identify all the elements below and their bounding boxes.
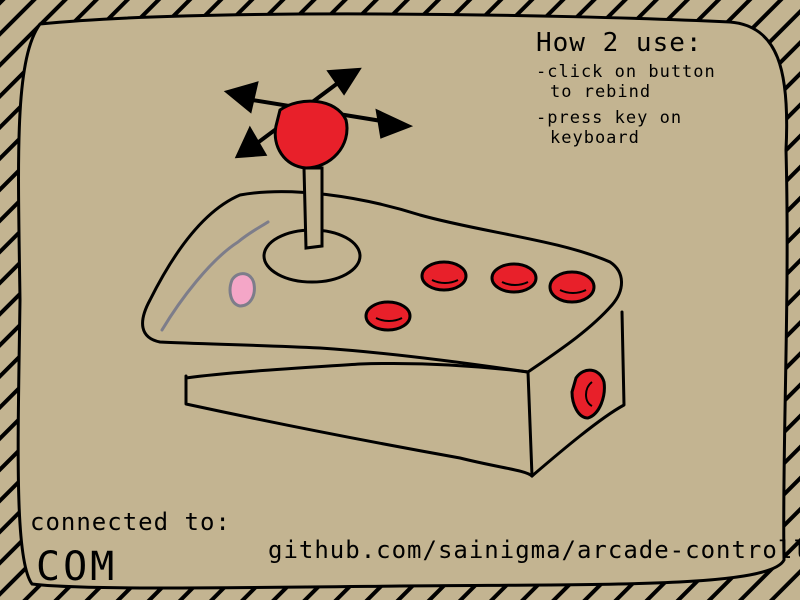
action-button-4[interactable] [548, 270, 596, 304]
action-button-2[interactable] [420, 260, 468, 292]
connection-label: connected to: [30, 508, 231, 536]
controller-body [141, 190, 626, 478]
side-button[interactable] [570, 368, 606, 420]
joystick-arrows-icon [223, 67, 414, 159]
pink-button[interactable] [228, 272, 256, 308]
action-button-1[interactable] [364, 300, 412, 332]
repo-link[interactable]: github.com/sainigma/arcade-controller [268, 536, 800, 564]
action-button-3[interactable] [490, 262, 538, 294]
instruction-line: -press key on [536, 108, 683, 128]
instruction-line: -click on button [536, 62, 716, 82]
connection-port: COM [36, 544, 118, 590]
instructions-title: How 2 use: [536, 28, 703, 58]
instruction-line: to rebind [550, 82, 652, 102]
instruction-line: keyboard [550, 128, 640, 148]
joystick-ball[interactable] [273, 99, 349, 170]
joystick [262, 166, 362, 284]
